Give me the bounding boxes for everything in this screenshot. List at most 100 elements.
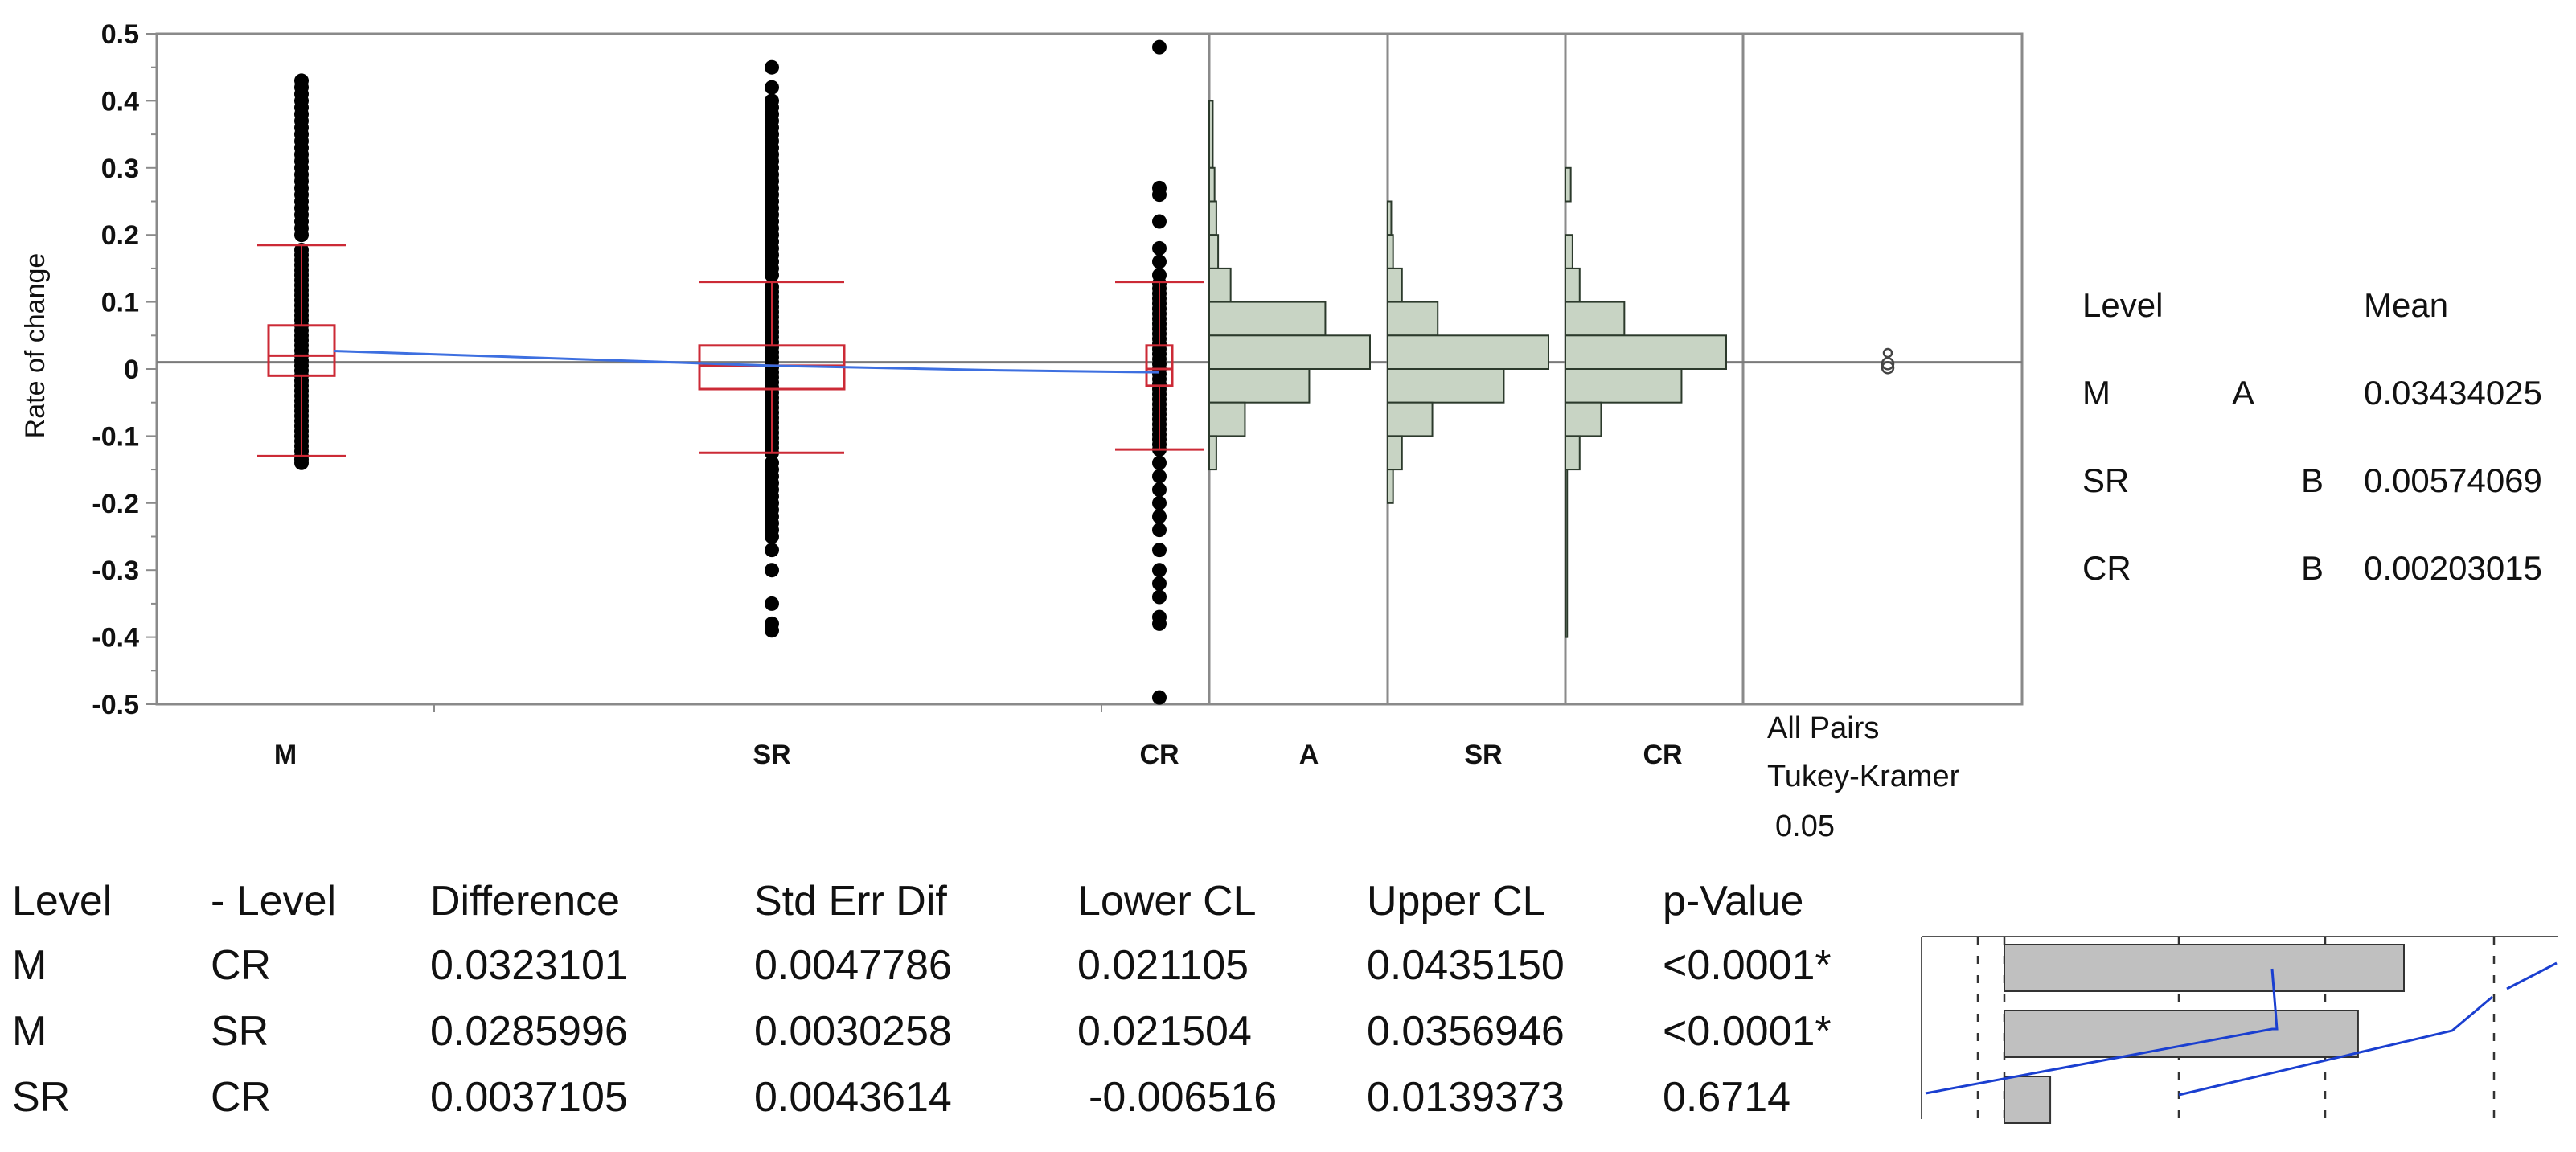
hist-bar-SR bbox=[1387, 401, 1434, 437]
level-row-2-letter-b: B bbox=[2301, 549, 2324, 587]
hist-bar-A bbox=[1208, 435, 1217, 471]
comparison-cell: 0.0037105 bbox=[430, 1074, 628, 1121]
data-point bbox=[765, 59, 779, 75]
data-point bbox=[1152, 482, 1167, 498]
comparison-circle bbox=[1881, 357, 1895, 371]
hist-bar-CR bbox=[1565, 301, 1626, 337]
data-point bbox=[1152, 268, 1167, 283]
data-point bbox=[1152, 563, 1167, 578]
hist-bar-CR bbox=[1565, 267, 1581, 303]
x-category-label: M bbox=[274, 740, 297, 770]
box-plots bbox=[257, 244, 1204, 457]
y-tick-label: -0.1 bbox=[92, 421, 139, 452]
data-point bbox=[765, 529, 779, 544]
data-point bbox=[765, 80, 779, 95]
y-tick-label: 0.2 bbox=[101, 220, 139, 251]
hist-bar-CR bbox=[1565, 435, 1581, 471]
all-pairs-label: All Pairs bbox=[1767, 711, 1879, 745]
histograms bbox=[1208, 100, 1727, 638]
data-point bbox=[1152, 214, 1167, 229]
data-point bbox=[1152, 690, 1167, 705]
comparison-cell: 0.0030258 bbox=[754, 1008, 952, 1055]
levels-header-level: Level bbox=[2082, 286, 2163, 324]
comparison-cell: <0.0001* bbox=[1663, 942, 1832, 989]
level-row-0-mean: 0.03434025 bbox=[2364, 374, 2542, 412]
means-connector bbox=[333, 349, 1160, 374]
data-point bbox=[1152, 254, 1167, 269]
hist-bar-SR bbox=[1387, 234, 1394, 269]
hist-bar-SR bbox=[1387, 469, 1394, 504]
y-tick-label: -0.4 bbox=[92, 623, 139, 654]
data-point bbox=[1152, 543, 1167, 558]
data-point bbox=[1152, 469, 1167, 484]
hist-bar-SR bbox=[1387, 200, 1393, 236]
data-points bbox=[294, 39, 1167, 705]
y-tick-label: 0.4 bbox=[101, 86, 139, 117]
ci-line bbox=[2178, 995, 2493, 1097]
data-point bbox=[765, 563, 779, 578]
alpha-label: 0.05 bbox=[1775, 810, 1835, 843]
comparisons-header: Lower CL bbox=[1077, 878, 1257, 924]
ci-line bbox=[2506, 961, 2558, 990]
hist-bar-A bbox=[1208, 234, 1220, 269]
difference-bar bbox=[2004, 1076, 2052, 1124]
comparisons-header: Upper CL bbox=[1367, 878, 1546, 924]
comparisons-header: p-Value bbox=[1663, 878, 1803, 924]
comparison-circle bbox=[1881, 361, 1895, 375]
comparison-cell: 0.021105 bbox=[1077, 942, 1249, 989]
mean-connector-line bbox=[333, 349, 1160, 374]
data-point bbox=[1152, 576, 1167, 591]
x-category-label: CR bbox=[1139, 740, 1179, 770]
level-row-1-name: SR bbox=[2082, 461, 2129, 499]
comparison-cell: 0.6714 bbox=[1663, 1074, 1790, 1121]
hist-bar-SR bbox=[1387, 435, 1403, 471]
level-row-2-name: CR bbox=[2082, 549, 2131, 587]
level-row-1-mean: 0.00574069 bbox=[2364, 461, 2542, 499]
hist-bar-A bbox=[1208, 368, 1311, 404]
data-point bbox=[294, 228, 309, 243]
data-point bbox=[1152, 509, 1167, 524]
y-tick-label: 0.1 bbox=[101, 288, 139, 318]
x-category-labels: M SR CR A SR CR bbox=[274, 740, 1683, 770]
hist-bar-CR bbox=[1565, 368, 1683, 404]
comparison-cell: M bbox=[12, 1008, 47, 1055]
difference-ci-panel bbox=[1921, 936, 2558, 1124]
comparisons-table: Level - Level Difference Std Err Dif Lower C… bbox=[12, 878, 1832, 1121]
y-tick-label: -0.3 bbox=[92, 556, 139, 586]
y-axis: 0.5 0.4 0.3 0.2 0.1 0 -0.1 -0.2 -0.3 -0.4 -0.5 bbox=[92, 19, 157, 720]
comparison-cell: 0.0285996 bbox=[430, 1008, 628, 1055]
hist-bar-A bbox=[1208, 166, 1216, 203]
comparison-cell: 0.0043614 bbox=[754, 1074, 952, 1121]
comparison-cell: SR bbox=[211, 1008, 269, 1055]
comparison-cell: 0.021504 bbox=[1077, 1008, 1252, 1055]
levels-table: Level Mean M A 0.03434025 SR B 0.0057406… bbox=[2082, 286, 2542, 587]
y-tick-label: 0.3 bbox=[101, 154, 139, 184]
x-category-label: A bbox=[1299, 740, 1319, 770]
y-tick-label: 0 bbox=[124, 355, 139, 385]
hist-bar-A bbox=[1208, 200, 1217, 236]
difference-bar bbox=[2004, 944, 2405, 992]
comparison-cell: 0.0139373 bbox=[1367, 1074, 1565, 1121]
comparison-circles bbox=[1881, 347, 1895, 375]
comparison-cell: CR bbox=[211, 942, 271, 989]
level-row-0-letter-a: A bbox=[2232, 374, 2254, 412]
hist-bar-SR bbox=[1387, 368, 1505, 404]
hist-bar-CR bbox=[1565, 401, 1602, 437]
comparisons-header: Std Err Dif bbox=[754, 878, 947, 924]
comparisons-header: - Level bbox=[211, 878, 336, 924]
data-point bbox=[1152, 187, 1167, 203]
plot-frame bbox=[155, 32, 2024, 712]
comparison-cell: 0.0047786 bbox=[754, 942, 952, 989]
tukey-kramer-label: Tukey-Kramer bbox=[1767, 760, 1960, 793]
comparisons-header: Difference bbox=[430, 878, 620, 924]
comparisons-header: Level bbox=[12, 878, 112, 924]
hist-bar-A bbox=[1208, 334, 1371, 370]
y-axis-label: Rate of change bbox=[20, 253, 51, 439]
data-point bbox=[765, 268, 779, 283]
y-tick-label: -0.2 bbox=[92, 489, 139, 519]
comparison-cell: <0.0001* bbox=[1663, 1008, 1832, 1055]
hist-bar-SR bbox=[1387, 301, 1439, 337]
x-category-label: CR bbox=[1643, 740, 1682, 770]
data-point bbox=[765, 623, 779, 638]
